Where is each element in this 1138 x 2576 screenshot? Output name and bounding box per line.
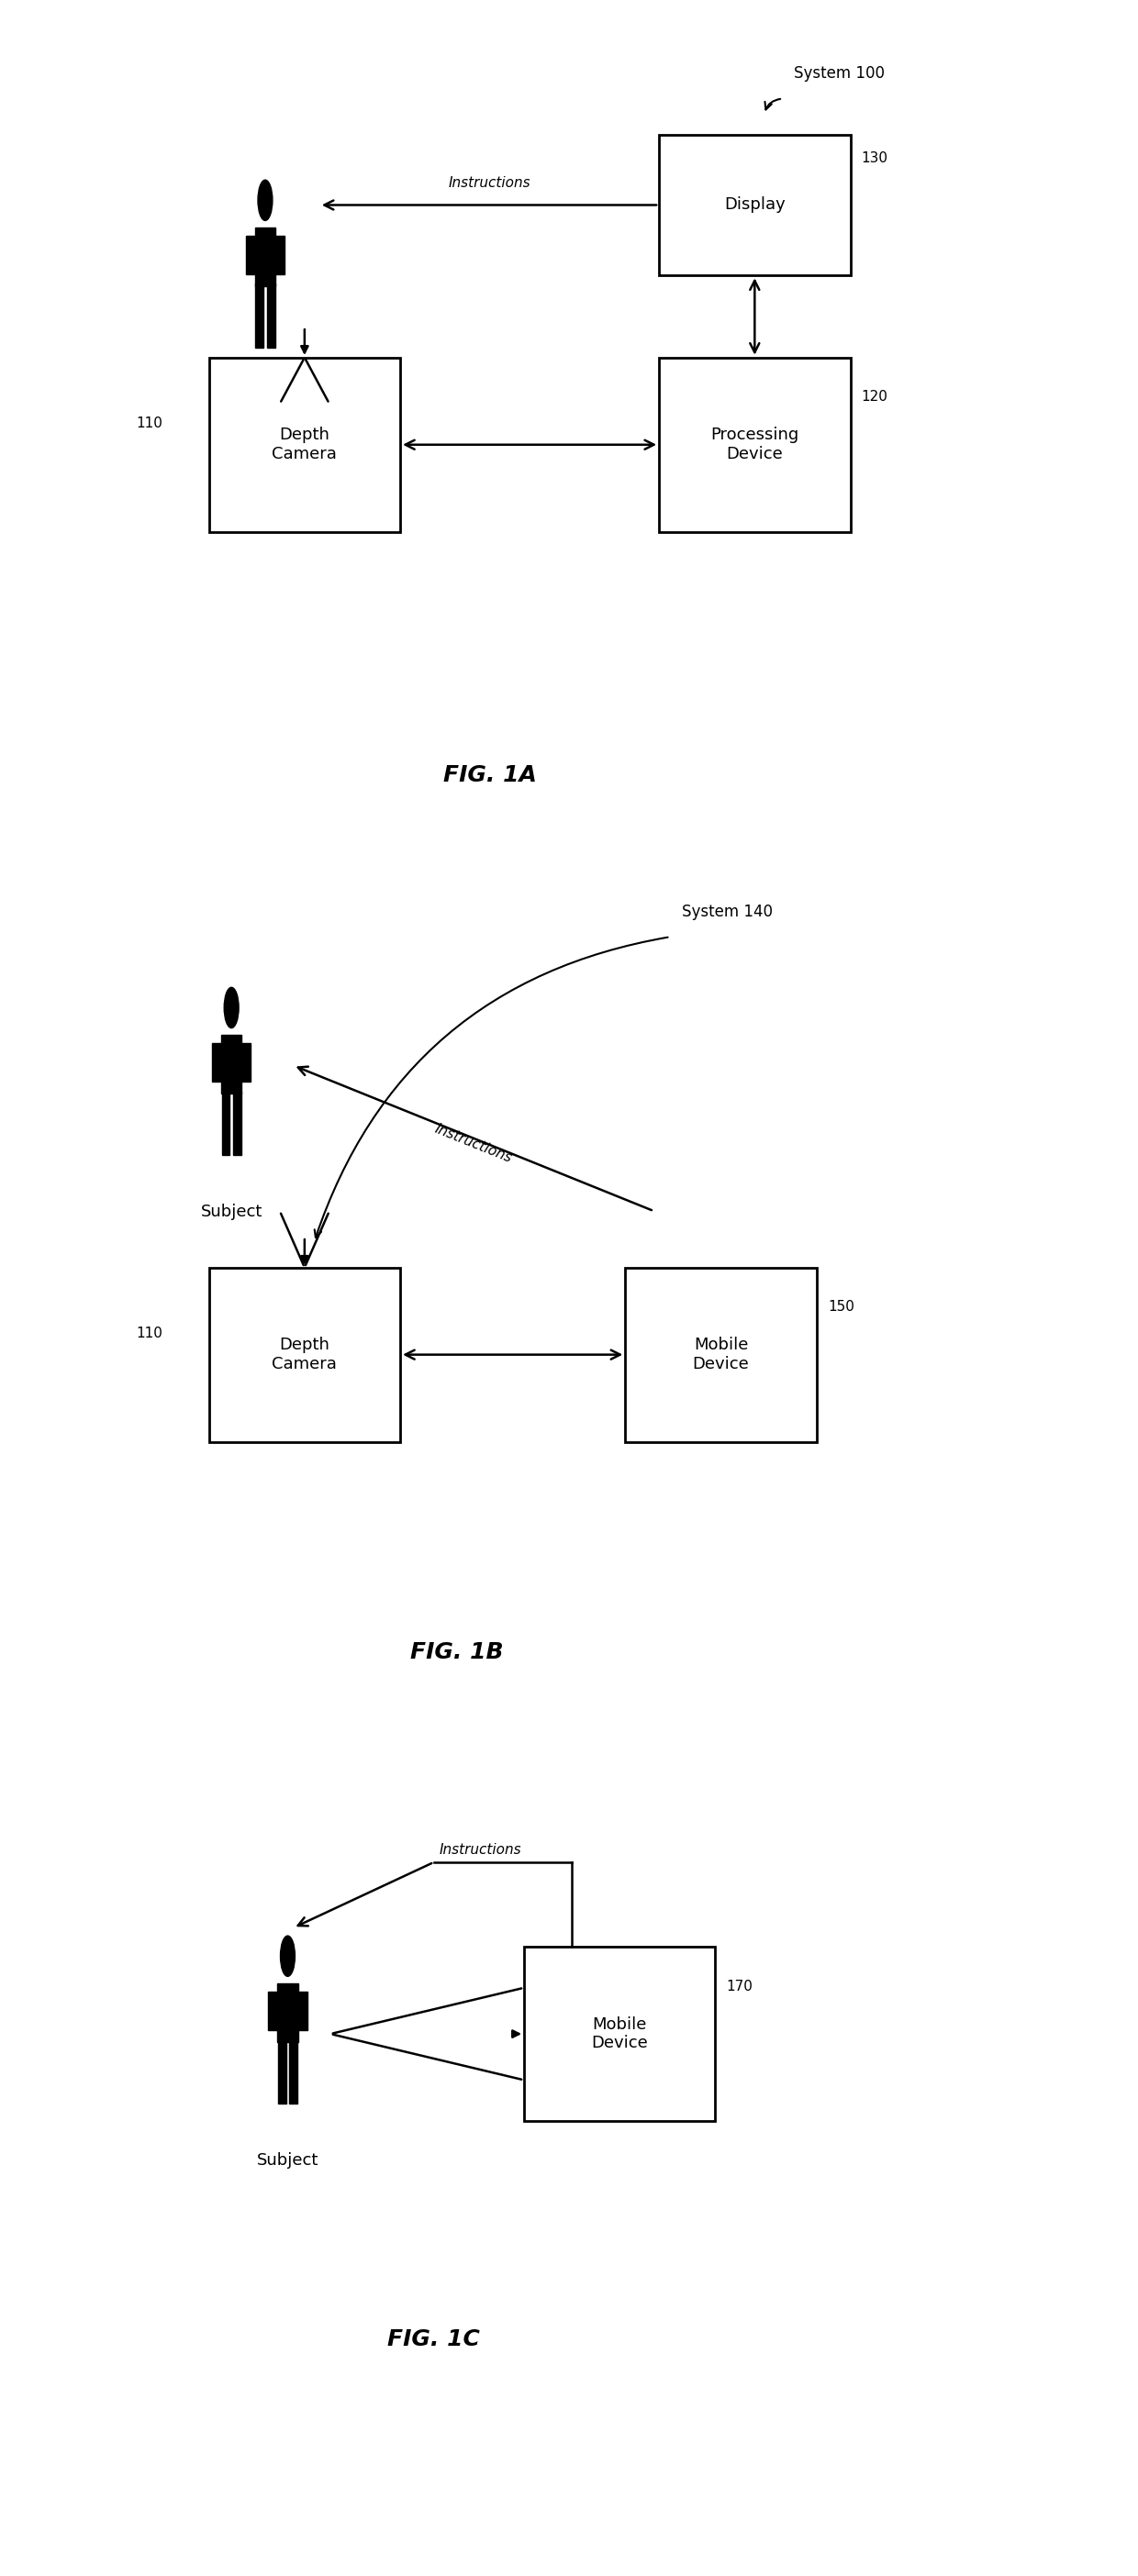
FancyBboxPatch shape — [523, 1947, 716, 2120]
Text: 170: 170 — [726, 1978, 753, 1994]
Text: Subject: Subject — [257, 2151, 319, 2169]
Text: 150: 150 — [827, 1301, 855, 1314]
Text: Mobile
Device: Mobile Device — [592, 2017, 648, 2050]
FancyBboxPatch shape — [209, 358, 401, 531]
Text: Depth
Camera: Depth Camera — [272, 1337, 337, 1373]
Text: Instructions: Instructions — [432, 1121, 514, 1164]
Text: Mobile
Device: Mobile Device — [693, 1337, 749, 1373]
Text: Subject: Subject — [200, 1203, 263, 1221]
Ellipse shape — [224, 987, 239, 1028]
FancyBboxPatch shape — [266, 283, 275, 348]
Text: 110: 110 — [135, 1327, 163, 1340]
Text: Subject: Subject — [234, 397, 296, 412]
FancyBboxPatch shape — [241, 1043, 250, 1082]
FancyBboxPatch shape — [659, 358, 850, 531]
Text: Instructions: Instructions — [448, 175, 530, 191]
FancyArrowPatch shape — [314, 938, 668, 1236]
FancyBboxPatch shape — [246, 234, 255, 273]
Text: System 140: System 140 — [682, 904, 773, 920]
FancyBboxPatch shape — [278, 1984, 298, 2043]
Text: FIG. 1B: FIG. 1B — [410, 1641, 503, 1664]
FancyBboxPatch shape — [298, 1991, 307, 2030]
Text: System 100: System 100 — [794, 64, 885, 82]
Text: 110: 110 — [135, 417, 163, 430]
FancyBboxPatch shape — [221, 1036, 241, 1095]
FancyBboxPatch shape — [255, 227, 275, 286]
Text: 120: 120 — [861, 389, 888, 404]
FancyBboxPatch shape — [289, 2040, 297, 2105]
FancyBboxPatch shape — [659, 134, 850, 276]
Text: Display: Display — [724, 196, 785, 214]
Text: Depth
Camera: Depth Camera — [272, 428, 337, 464]
FancyArrowPatch shape — [765, 98, 781, 111]
Text: FIG. 1A: FIG. 1A — [444, 765, 537, 786]
FancyBboxPatch shape — [278, 2040, 286, 2105]
Text: Processing
Device: Processing Device — [710, 428, 799, 464]
Text: FIG. 1C: FIG. 1C — [388, 2329, 480, 2349]
Ellipse shape — [280, 1935, 295, 1976]
FancyBboxPatch shape — [222, 1092, 230, 1154]
Text: Instructions: Instructions — [439, 1844, 522, 1857]
FancyBboxPatch shape — [233, 1092, 241, 1154]
FancyBboxPatch shape — [255, 283, 264, 348]
FancyBboxPatch shape — [269, 1991, 278, 2030]
Text: 130: 130 — [861, 152, 888, 165]
FancyBboxPatch shape — [275, 234, 284, 273]
Ellipse shape — [258, 180, 272, 222]
FancyBboxPatch shape — [212, 1043, 221, 1082]
FancyBboxPatch shape — [625, 1267, 817, 1443]
FancyBboxPatch shape — [209, 1267, 401, 1443]
